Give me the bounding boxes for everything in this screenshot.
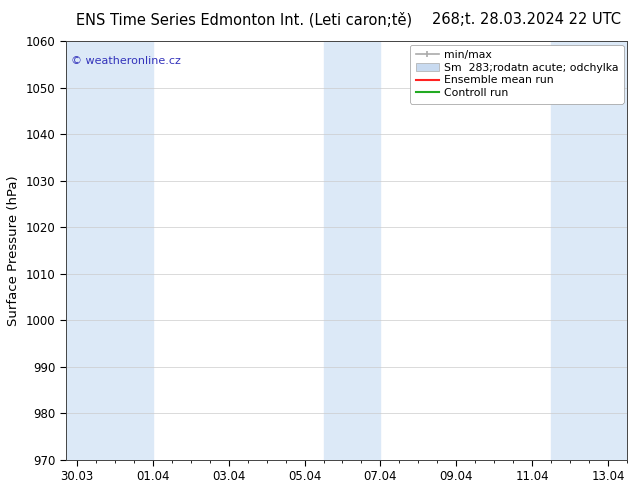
Bar <box>66 41 153 460</box>
Bar <box>323 41 380 460</box>
Text: © weatheronline.cz: © weatheronline.cz <box>71 56 181 66</box>
Text: 268;t. 28.03.2024 22 UTC: 268;t. 28.03.2024 22 UTC <box>432 12 621 27</box>
Y-axis label: Surface Pressure (hPa): Surface Pressure (hPa) <box>7 175 20 326</box>
Text: ENS Time Series Edmonton Int. (Leti caron;tě): ENS Time Series Edmonton Int. (Leti caro… <box>76 12 412 28</box>
Bar <box>551 41 627 460</box>
Legend: min/max, Sm  283;rodatn acute; odchylka, Ensemble mean run, Controll run: min/max, Sm 283;rodatn acute; odchylka, … <box>410 45 624 103</box>
